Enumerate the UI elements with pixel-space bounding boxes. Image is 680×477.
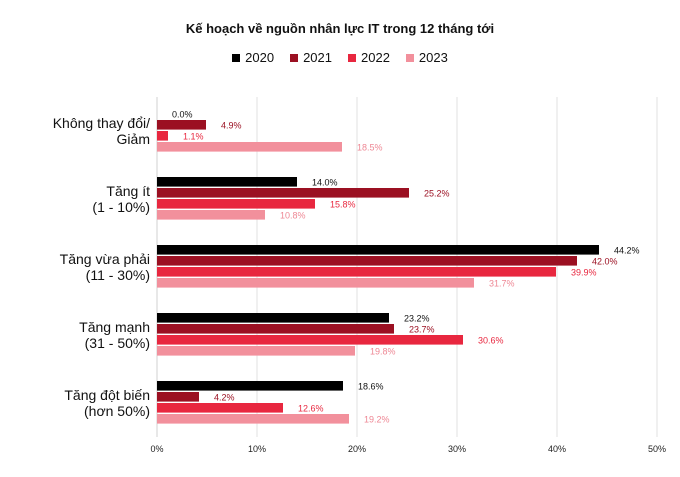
category-label-line: Giảm xyxy=(117,131,150,147)
bar-2020 xyxy=(157,313,389,323)
data-label: 1.1% xyxy=(183,131,204,141)
bar-2022 xyxy=(157,131,168,141)
x-tick-label: 30% xyxy=(448,444,466,454)
legend: 2020 2021 2022 2023 xyxy=(0,50,680,65)
bar-2020 xyxy=(157,177,297,187)
bar-2020 xyxy=(157,245,599,255)
data-label: 19.8% xyxy=(370,346,396,356)
bar-2023 xyxy=(157,278,474,288)
category-label-line: Tăng ít xyxy=(106,183,150,199)
legend-item-2020: 2020 xyxy=(232,50,274,65)
category-label-line: Không thay đổi/ xyxy=(53,115,150,131)
bar-2022 xyxy=(157,335,463,345)
data-label: 14.0% xyxy=(312,177,338,187)
data-label: 30.6% xyxy=(478,335,504,345)
chart-title: Kế hoạch về nguồn nhân lực IT trong 12 t… xyxy=(185,21,495,36)
x-tick-label: 50% xyxy=(648,444,666,454)
data-label: 31.7% xyxy=(489,278,515,288)
x-tick-label: 0% xyxy=(150,444,163,454)
bar-2023 xyxy=(157,414,349,424)
bar-2021 xyxy=(157,392,199,402)
data-label: 18.5% xyxy=(357,142,383,152)
data-label: 18.6% xyxy=(358,381,384,391)
data-label: 15.8% xyxy=(330,199,356,209)
data-label: 44.2% xyxy=(614,245,640,255)
bar-2021 xyxy=(157,120,206,130)
x-tick-label: 40% xyxy=(548,444,566,454)
data-label: 25.2% xyxy=(424,188,450,198)
bar-2023 xyxy=(157,142,342,152)
data-label: 0.0% xyxy=(172,109,193,119)
category-label: Không thay đổi/Giảm xyxy=(53,115,150,147)
bar-2023 xyxy=(157,210,265,220)
legend-item-2023: 2023 xyxy=(405,50,448,65)
data-label: 4.2% xyxy=(214,392,235,402)
bar-2021 xyxy=(157,256,577,266)
category-label-line: (11 - 30%) xyxy=(86,267,150,283)
category-label-line: Tăng đột biến xyxy=(64,387,150,403)
category-label-line: (1 - 10%) xyxy=(92,199,150,215)
legend-label: 2021 xyxy=(303,50,332,65)
legend-swatch xyxy=(290,53,299,62)
category-label-line: Tăng vừa phải xyxy=(60,251,150,267)
category-label: Tăng đột biến (hơn 50%) xyxy=(64,387,150,419)
bar-2021 xyxy=(157,188,409,198)
category-label: Tăng mạnh (31 - 50%) xyxy=(79,319,150,351)
bar-2022 xyxy=(157,267,556,277)
legend-label: 2020 xyxy=(245,50,275,65)
category-label: Tăng vừa phải (11 - 30%) xyxy=(60,251,150,283)
data-label: 4.9% xyxy=(221,120,242,130)
legend-item-2021: 2021 xyxy=(290,50,332,65)
legend-swatch xyxy=(232,53,241,62)
legend-label: 2022 xyxy=(361,50,390,65)
legend-label: 2023 xyxy=(418,50,448,65)
legend-swatch xyxy=(405,53,414,62)
data-label: 19.2% xyxy=(364,414,390,424)
data-label: 23.7% xyxy=(409,324,435,334)
category-label-line: (hơn 50%) xyxy=(84,403,150,419)
x-tick-label: 10% xyxy=(248,444,266,454)
category-label: Tăng ít (1 - 10%) xyxy=(92,183,150,215)
data-label: 10.8% xyxy=(280,210,306,220)
data-label: 12.6% xyxy=(298,403,324,413)
category-label-line: Tăng mạnh xyxy=(79,319,150,335)
bar-2022 xyxy=(157,199,315,209)
bar-2021 xyxy=(157,324,394,334)
bar-2023 xyxy=(157,346,355,356)
bar-2022 xyxy=(157,403,283,413)
legend-swatch xyxy=(348,53,356,62)
x-tick-label: 20% xyxy=(348,444,366,454)
legend-item-2022: 2022 xyxy=(348,50,390,65)
data-label: 23.2% xyxy=(404,313,430,323)
data-label: 39.9% xyxy=(571,267,597,277)
bar-2020 xyxy=(157,381,343,391)
category-label-line: (31 - 50%) xyxy=(85,335,150,351)
data-label: 42.0% xyxy=(592,256,618,266)
